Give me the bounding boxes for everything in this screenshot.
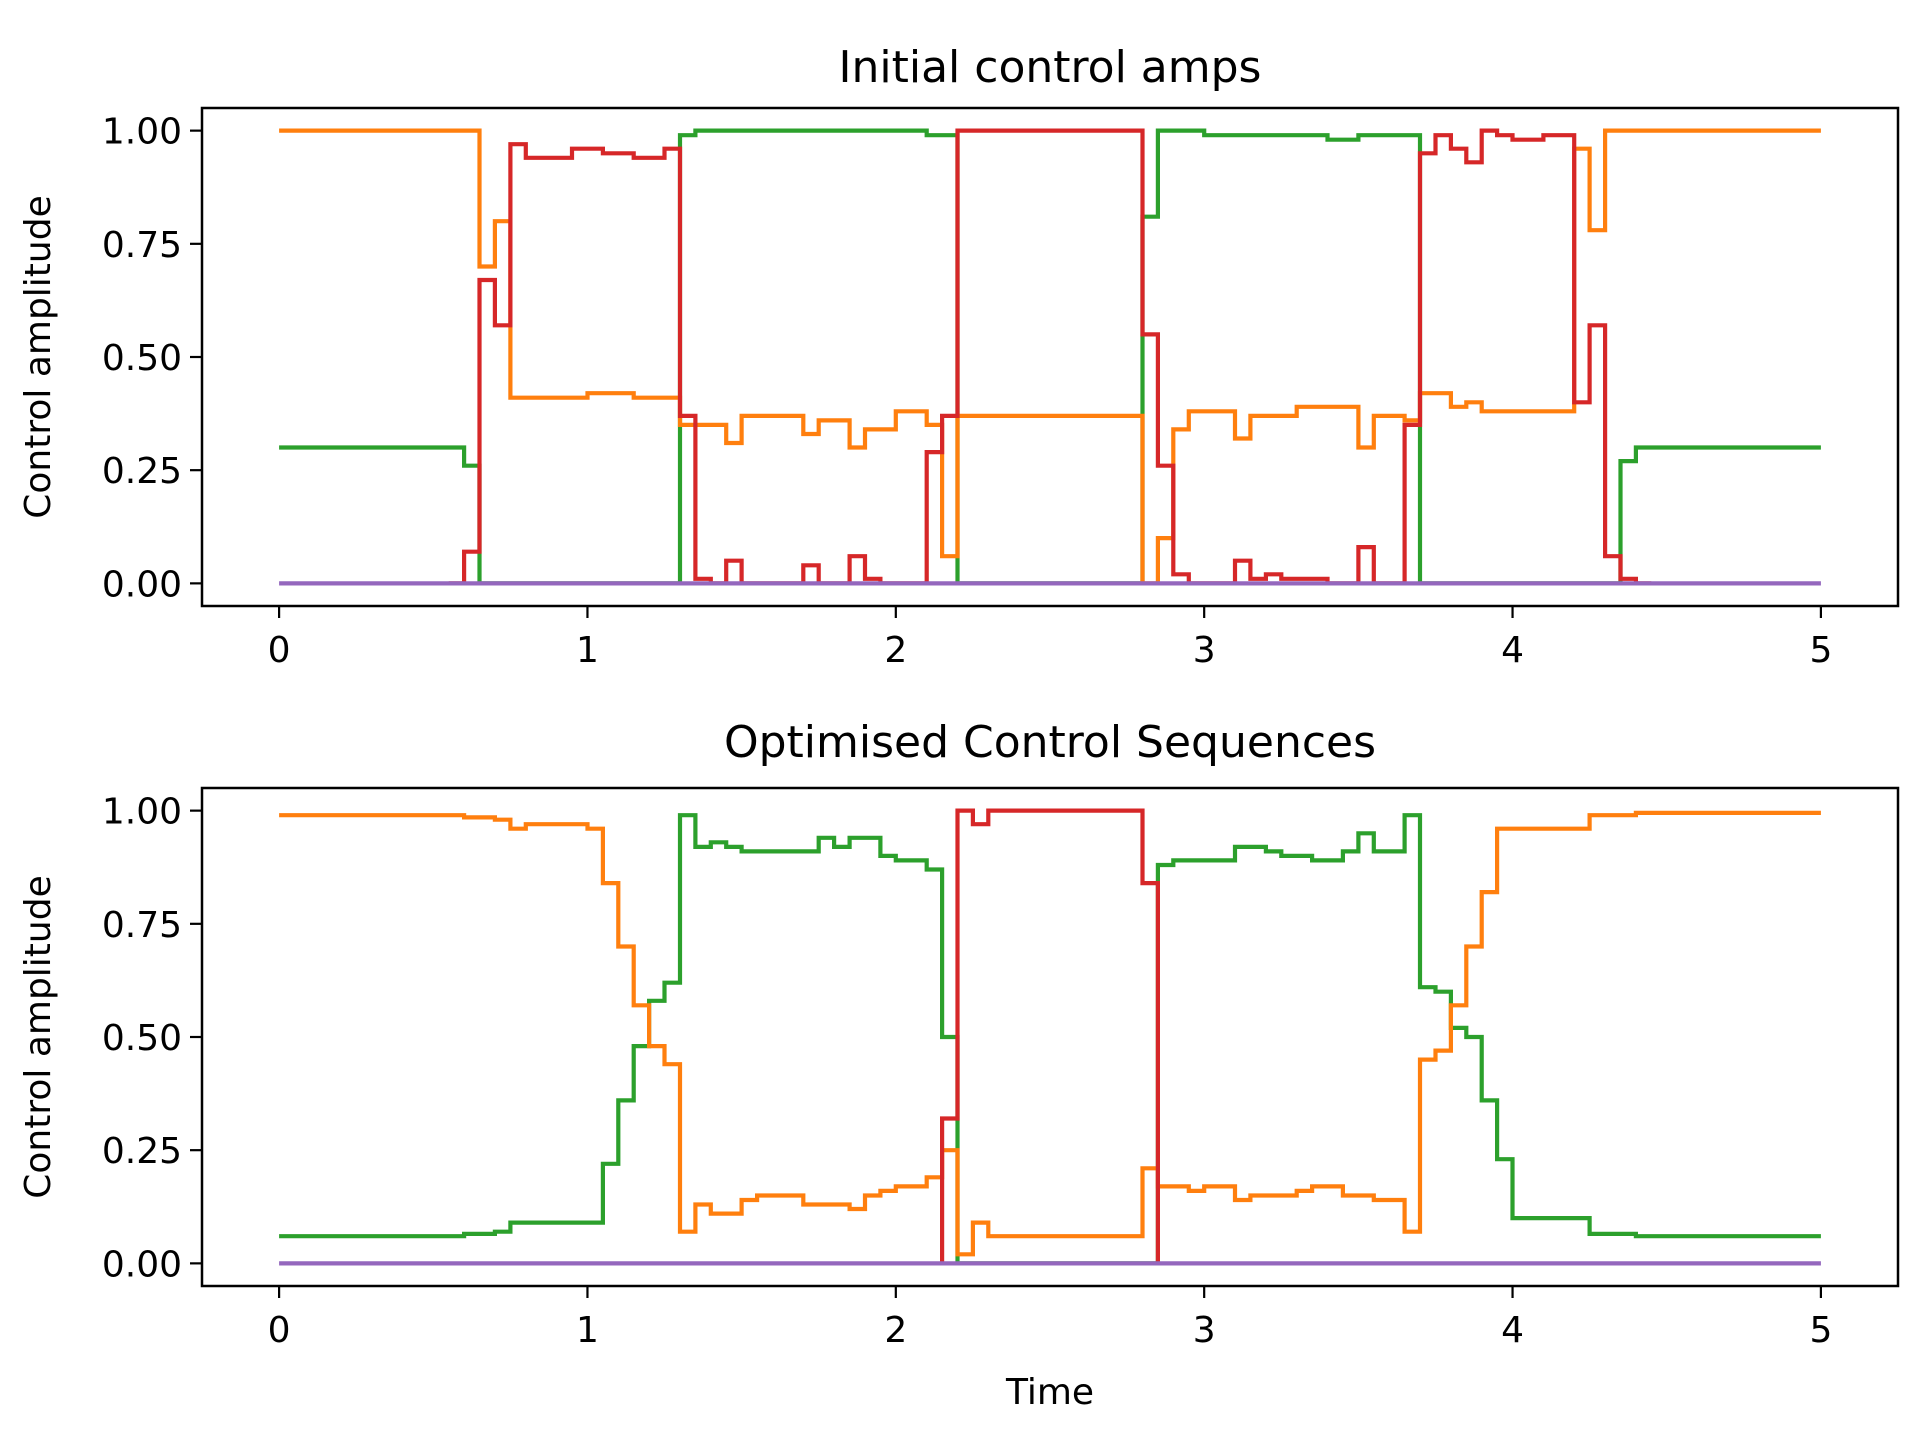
series-line-2	[279, 810, 1821, 1257]
chart-title: Optimised Control Sequences	[724, 717, 1376, 768]
axes-frame	[200, 106, 1900, 608]
y-tick-label: 0.00	[102, 564, 182, 605]
series-line-1	[279, 813, 1821, 1266]
y-tick-label: 1.00	[102, 792, 182, 833]
x-tick-label: 3	[1193, 630, 1216, 671]
x-tick-label: 3	[1193, 1310, 1216, 1351]
y-tick-label: 0.75	[102, 905, 182, 946]
x-tick-label: 4	[1501, 1310, 1524, 1351]
y-axis-label: Control amplitude	[18, 875, 59, 1199]
chart-title: Initial control amps	[839, 42, 1262, 93]
y-tick-label: 0.50	[102, 1018, 182, 1059]
y-axis-label: Control amplitude	[18, 195, 59, 519]
y-ticks: 0.00 0.25 0.50 0.75 1.00	[102, 112, 202, 605]
x-tick-label: 0	[268, 1310, 291, 1351]
plot-area	[279, 808, 1821, 1266]
x-tick-label: 5	[1809, 630, 1832, 671]
x-tick-label: 5	[1809, 1310, 1832, 1351]
x-tick-label: 0	[268, 630, 291, 671]
series-line-3	[448, 128, 1652, 586]
y-tick-label: 0.25	[102, 1131, 182, 1172]
axes-frame	[200, 786, 1900, 1288]
x-ticks: 0 1 2 3 4 5	[268, 606, 1832, 671]
y-tick-label: 1.00	[102, 112, 182, 153]
plot-area	[279, 128, 1821, 586]
y-tick-label: 0.00	[102, 1244, 182, 1285]
y-tick-label: 0.25	[102, 451, 182, 492]
x-axis-label: Time	[1005, 1372, 1094, 1413]
x-tick-label: 2	[884, 1310, 907, 1351]
x-tick-label: 1	[576, 630, 599, 671]
x-tick-label: 4	[1501, 630, 1524, 671]
chart-optimised: Optimised Control Sequences Control ampl…	[18, 717, 1900, 1413]
series-line-3	[940, 808, 1160, 1264]
chart-initial: Initial control amps Control amplitude 0…	[18, 42, 1900, 671]
x-tick-label: 2	[884, 630, 907, 671]
y-tick-label: 0.50	[102, 338, 182, 379]
x-tick-label: 1	[576, 1310, 599, 1351]
y-tick-label: 0.75	[102, 225, 182, 266]
x-ticks: 0 1 2 3 4 5	[268, 1286, 1832, 1351]
y-ticks: 0.00 0.25 0.50 0.75 1.00	[102, 792, 202, 1285]
